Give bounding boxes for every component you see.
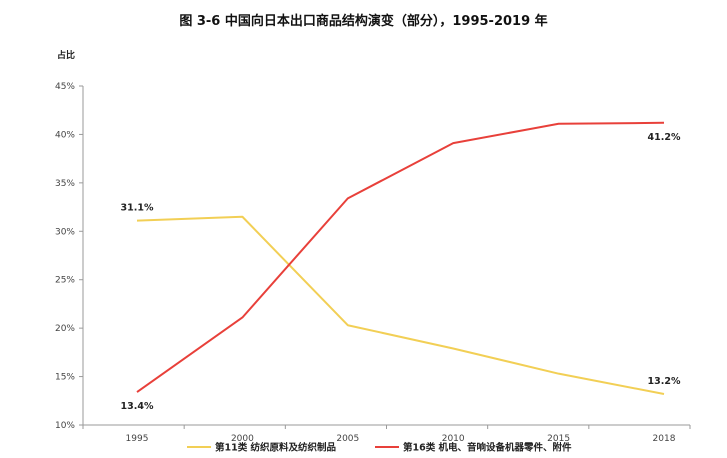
y-tick-label: 25%	[55, 276, 75, 286]
series-line-1	[136, 215, 665, 395]
series-group	[136, 121, 665, 395]
data-label-group: 31.1% 13.2% 13.4% 41.2%	[121, 132, 681, 412]
x-tick-label: 2005	[336, 434, 359, 444]
data-label: 31.1%	[121, 203, 154, 214]
y-tick-label: 20%	[55, 324, 75, 334]
x-tick-group: 1995 2000 2005 2010 2015 2018	[82, 425, 691, 444]
data-label: 13.4%	[121, 401, 154, 412]
y-tick-label: 35%	[55, 179, 75, 189]
y-axis-title: 占比	[57, 49, 75, 61]
x-tick-label: 2000	[231, 434, 254, 444]
x-tick-label: 1995	[126, 434, 149, 444]
data-label: 13.2%	[648, 376, 681, 387]
x-tick-label: 2018	[653, 434, 676, 444]
legend-label-1: 第11类 纺织原料及纺织制品	[215, 442, 336, 454]
y-tick-group: 10% 15% 20% 25% 30% 35% 40% 45%	[55, 82, 83, 431]
y-tick-label: 10%	[55, 421, 75, 431]
legend: 第11类 纺织原料及纺织制品 第16类 机电、音响设备机器零件、附件	[187, 442, 572, 454]
data-label: 41.2%	[648, 132, 681, 143]
series-line-2	[136, 121, 665, 393]
y-tick-label: 30%	[55, 227, 75, 237]
chart-title: 图 3-6 中国向日本出口商品结构演变（部分），1995-2019 年	[179, 14, 548, 29]
y-tick-label: 45%	[55, 82, 75, 92]
x-tick-label: 2015	[547, 434, 570, 444]
x-tick-label: 2010	[442, 434, 465, 444]
y-tick-label: 40%	[55, 130, 75, 140]
legend-label-2: 第16类 机电、音响设备机器零件、附件	[403, 442, 572, 454]
y-tick-label: 15%	[55, 373, 75, 383]
